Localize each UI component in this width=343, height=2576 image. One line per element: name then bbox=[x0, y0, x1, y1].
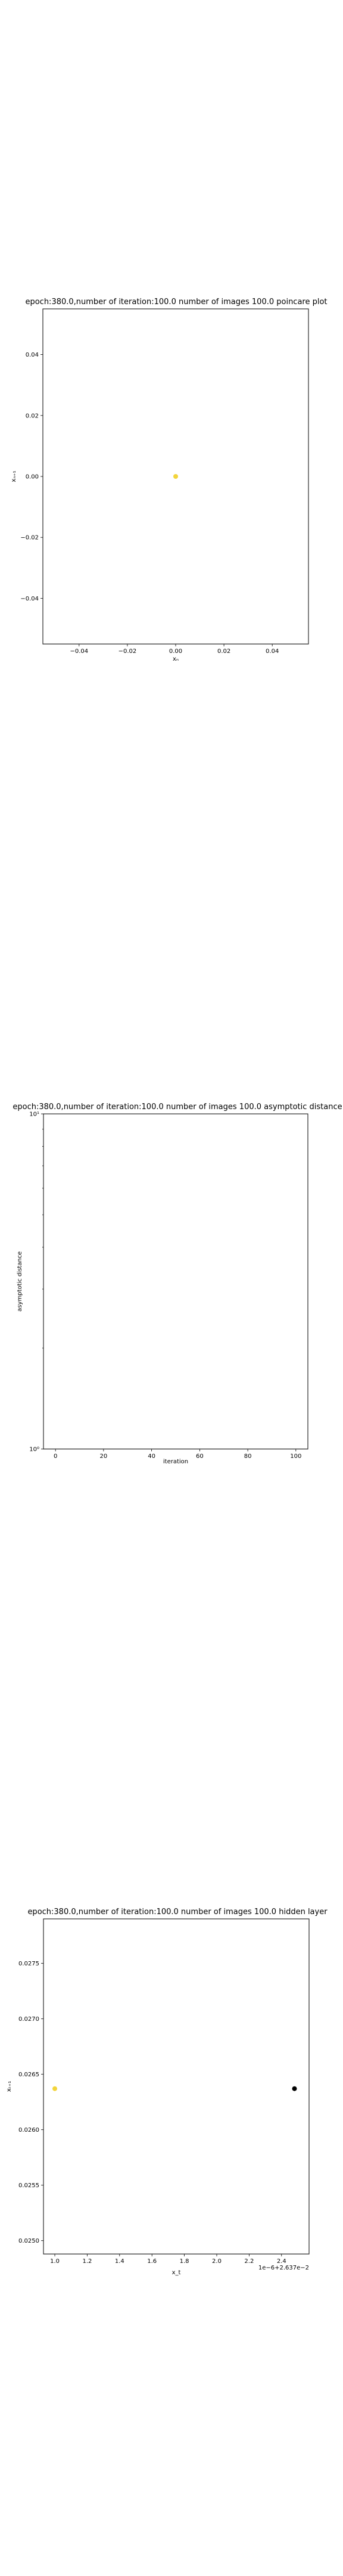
asymptotic-distance-plot: epoch:380.0,number of iteration:100.0 nu… bbox=[13, 1103, 342, 1465]
x-tick-label: 2.0 bbox=[212, 2258, 222, 2265]
x-tick-label: 40 bbox=[148, 1453, 155, 1460]
asymptotic-distance-plot-x-ticks: 0 20 40 60 80 100 bbox=[54, 1449, 301, 1460]
scatter-point bbox=[52, 2086, 58, 2091]
hidden-layer-plot-x-ticks: 1.0 1.2 1.4 1.6 1.8 2.0 2.2 2.4 bbox=[50, 2254, 286, 2265]
hidden-layer-plot: epoch:380.0,number of iteration:100.0 nu… bbox=[6, 1908, 328, 2276]
poincare-plot-marks bbox=[173, 474, 178, 479]
x-tick-label: 2.4 bbox=[277, 2258, 286, 2265]
y-tick-label: 0.0260 bbox=[18, 2127, 39, 2134]
asymptotic-distance-plot-y-label: asymptotic distance bbox=[17, 1251, 23, 1311]
hidden-layer-plot-y-ticks: 0.0250 0.0255 0.0260 0.0265 0.0270 0.0275 bbox=[18, 1961, 43, 2244]
hidden-layer-plot-offset-text: 1e−6+2.637e−2 bbox=[258, 2265, 309, 2271]
y-tick-label: 0.00 bbox=[26, 474, 39, 481]
y-tick-label: −0.04 bbox=[20, 596, 39, 602]
x-tick-label: −0.04 bbox=[70, 648, 88, 655]
hidden-layer-plot-x-label: x_t bbox=[172, 2270, 181, 2276]
y-tick-label: 0.02 bbox=[26, 413, 39, 419]
x-tick-label: 1.2 bbox=[82, 2258, 92, 2265]
y-tick-label: 10¹ bbox=[29, 1111, 39, 1118]
asymptotic-distance-plot-title: epoch:380.0,number of iteration:100.0 nu… bbox=[13, 1103, 342, 1111]
x-tick-label: 1.4 bbox=[115, 2258, 124, 2265]
y-tick-label: 0.0265 bbox=[18, 2072, 39, 2078]
x-tick-label: 0.00 bbox=[169, 648, 182, 655]
hidden-layer-plot-y-label: xₜ₊₁ bbox=[6, 2081, 13, 2092]
y-tick-label: 0.0250 bbox=[18, 2238, 39, 2244]
y-tick-label: 0.0255 bbox=[18, 2182, 39, 2189]
y-tick-label: 10⁰ bbox=[29, 1447, 39, 1453]
scatter-point bbox=[173, 474, 178, 479]
poincare-plot-x-ticks: −0.04 −0.02 0.00 0.02 0.04 bbox=[70, 644, 279, 655]
x-tick-label: 0.02 bbox=[217, 648, 230, 655]
x-tick-label: 60 bbox=[196, 1453, 204, 1460]
x-tick-label: 0 bbox=[54, 1453, 57, 1460]
poincare-plot-y-label: xₙ₊₁ bbox=[11, 470, 17, 482]
x-tick-label: 0.04 bbox=[266, 648, 279, 655]
y-tick-label: 0.0270 bbox=[18, 2016, 39, 2023]
poincare-plot-x-label: xₙ bbox=[173, 656, 179, 662]
x-tick-label: 80 bbox=[244, 1453, 252, 1460]
poincare-plot-frame bbox=[42, 308, 309, 645]
poincare-plot-title: epoch:380.0,number of iteration:100.0 nu… bbox=[25, 298, 327, 306]
x-tick-label: 100 bbox=[290, 1453, 301, 1460]
x-tick-label: 2.2 bbox=[244, 2258, 254, 2265]
poincare-plot: epoch:380.0,number of iteration:100.0 nu… bbox=[11, 298, 328, 662]
hidden-layer-plot-frame bbox=[43, 1918, 310, 2255]
hidden-layer-plot-title: epoch:380.0,number of iteration:100.0 nu… bbox=[27, 1908, 328, 1916]
x-tick-label: 1.0 bbox=[50, 2258, 60, 2265]
x-tick-label: 20 bbox=[100, 1453, 108, 1460]
x-tick-label: 1.8 bbox=[180, 2258, 189, 2265]
y-tick-label: 0.0275 bbox=[18, 1961, 39, 1967]
scatter-point bbox=[292, 2086, 297, 2091]
y-tick-label: 0.04 bbox=[26, 352, 39, 358]
asymptotic-distance-plot-x-label: iteration bbox=[163, 1459, 188, 1465]
y-tick-label: −0.02 bbox=[20, 535, 39, 541]
hidden-layer-plot-marks bbox=[52, 2086, 297, 2091]
asymptotic-distance-plot-y-ticks: 10⁰ 10¹ bbox=[29, 1111, 43, 1453]
x-tick-label: −0.02 bbox=[119, 648, 137, 655]
asymptotic-distance-plot-frame bbox=[43, 1113, 308, 1450]
x-tick-label: 1.6 bbox=[147, 2258, 157, 2265]
poincare-plot-y-ticks: −0.04 −0.02 0.00 0.02 0.04 bbox=[20, 352, 43, 602]
